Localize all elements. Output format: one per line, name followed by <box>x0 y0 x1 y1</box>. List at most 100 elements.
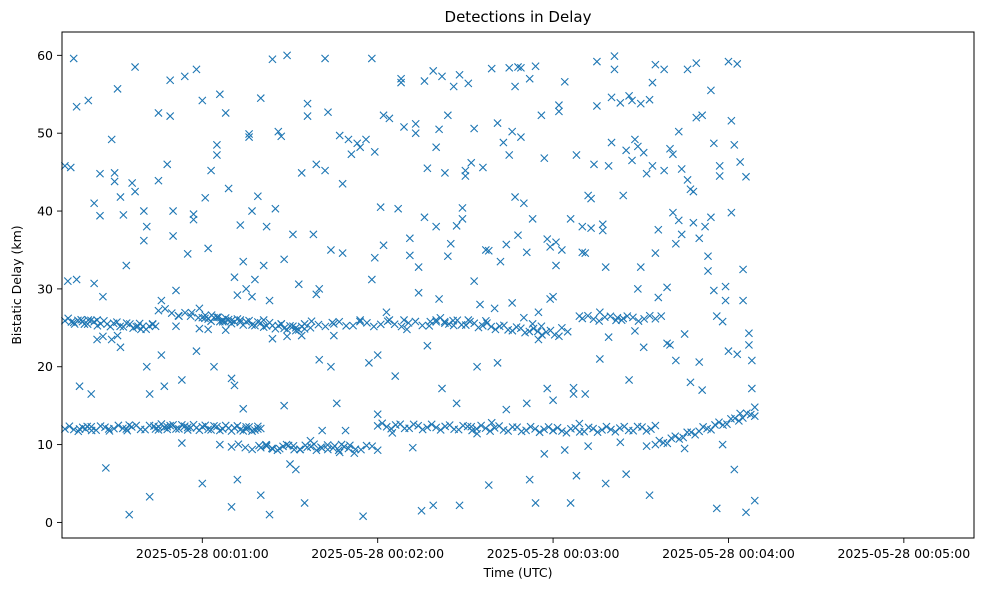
data-point <box>634 317 643 326</box>
data-point <box>234 440 243 449</box>
data-point <box>516 63 525 72</box>
data-point <box>543 235 552 244</box>
data-point <box>499 425 508 434</box>
data-point <box>727 208 736 217</box>
data-point <box>157 296 166 305</box>
data-point <box>187 308 196 317</box>
data-point <box>145 389 154 398</box>
data-point <box>616 438 625 447</box>
data-point <box>583 311 592 320</box>
data-point <box>560 446 569 455</box>
data-point <box>253 192 262 201</box>
data-point <box>715 418 723 427</box>
data-point <box>300 498 309 507</box>
data-point <box>215 90 224 99</box>
data-point <box>435 295 444 304</box>
data-point <box>307 317 316 326</box>
data-point <box>256 491 265 500</box>
data-point <box>367 54 376 63</box>
data-point <box>172 286 180 295</box>
data-point <box>148 320 157 329</box>
data-point <box>423 423 432 432</box>
data-point <box>642 169 651 178</box>
y-tick-label: 10 <box>37 437 53 452</box>
data-point <box>679 433 688 442</box>
data-point <box>639 148 648 157</box>
data-point <box>116 193 125 202</box>
data-point <box>455 501 464 510</box>
data-point <box>379 241 388 250</box>
data-point <box>490 423 499 432</box>
data-point <box>236 221 245 230</box>
data-point <box>671 356 680 365</box>
data-point <box>540 449 549 458</box>
data-point <box>432 316 441 325</box>
data-point <box>598 425 606 434</box>
data-point <box>651 421 660 430</box>
x-tick-label: 2025-05-28 00:02:00 <box>311 546 444 561</box>
data-point <box>242 317 251 326</box>
x-tick-label: 2025-05-28 00:01:00 <box>136 546 269 561</box>
data-point <box>282 440 291 449</box>
data-point <box>540 154 549 163</box>
data-point <box>666 340 674 349</box>
data-point <box>537 111 546 120</box>
data-point <box>569 389 578 398</box>
data-point <box>362 135 370 144</box>
data-point <box>655 436 664 445</box>
y-tick-label: 30 <box>37 281 53 296</box>
data-point <box>499 138 508 147</box>
data-point <box>734 416 743 425</box>
x-tick-label: 2025-05-28 00:04:00 <box>662 546 795 561</box>
data-point <box>300 319 309 328</box>
data-point <box>172 424 180 433</box>
data-point <box>316 443 325 452</box>
data-point <box>101 463 110 472</box>
data-point <box>69 425 78 434</box>
data-point <box>169 420 178 429</box>
data-point <box>405 251 414 260</box>
data-point <box>368 442 377 451</box>
y-tick-label: 60 <box>37 48 53 63</box>
data-point <box>674 127 683 136</box>
data-point <box>566 214 575 223</box>
data-point <box>127 422 136 431</box>
data-point <box>125 510 134 519</box>
data-point <box>288 230 297 239</box>
data-point <box>376 203 385 212</box>
data-point <box>201 193 210 202</box>
data-point <box>526 422 535 431</box>
data-point <box>668 208 677 217</box>
data-point <box>315 284 324 293</box>
data-point <box>75 382 84 391</box>
data-point <box>390 320 399 329</box>
data-point <box>636 99 645 108</box>
data-point <box>546 242 555 251</box>
data-point <box>227 374 236 383</box>
data-point <box>116 322 125 331</box>
data-point <box>491 325 500 334</box>
data-point <box>250 275 259 284</box>
data-point <box>119 210 128 219</box>
data-point <box>169 207 178 216</box>
data-point <box>321 166 330 175</box>
data-point <box>195 324 204 333</box>
data-point <box>268 334 277 343</box>
data-point <box>542 328 551 336</box>
data-point <box>444 320 453 328</box>
data-point <box>248 292 256 301</box>
data-point <box>581 389 590 398</box>
data-point <box>236 316 245 325</box>
data-point <box>429 501 438 510</box>
data-point <box>242 422 251 431</box>
data-point <box>522 248 531 257</box>
data-point <box>525 475 534 484</box>
data-point <box>224 315 233 324</box>
data-point <box>93 335 102 344</box>
data-point <box>241 443 250 452</box>
data-point <box>607 93 616 102</box>
data-point <box>484 481 493 490</box>
data-point <box>550 330 559 339</box>
data-point <box>212 422 221 431</box>
data-point <box>535 428 544 437</box>
